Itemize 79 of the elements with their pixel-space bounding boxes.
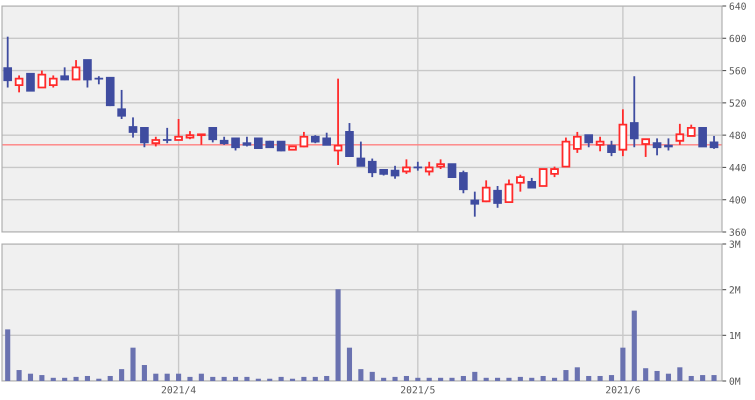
- bar: [392, 376, 398, 381]
- bar: [5, 329, 10, 381]
- bar: [324, 376, 330, 381]
- bar: [301, 376, 306, 381]
- bar: [358, 369, 364, 381]
- bar: [210, 376, 216, 381]
- y-tick-label: 1M: [730, 332, 740, 340]
- bar: [472, 372, 478, 381]
- bar: [438, 378, 444, 381]
- bar: [232, 376, 238, 381]
- bar: [16, 370, 22, 381]
- y-tick-label: 480: [729, 132, 746, 139]
- y-tick-label: 0M: [730, 378, 740, 385]
- bar: [711, 375, 717, 381]
- bar: [484, 378, 489, 381]
- bar: [677, 367, 682, 381]
- bar: [278, 376, 284, 381]
- bar: [119, 369, 124, 381]
- bar: [495, 378, 500, 381]
- bar: [654, 370, 660, 381]
- bar: [62, 378, 68, 381]
- bar: [84, 376, 90, 381]
- candlestick: [334, 78, 342, 166]
- bar: [608, 375, 614, 381]
- bar: [336, 289, 341, 381]
- bar: [574, 367, 580, 381]
- y-tick-label: 3M: [730, 240, 740, 248]
- bar: [39, 375, 44, 381]
- bar: [187, 376, 193, 381]
- bar: [529, 378, 534, 381]
- bar: [540, 376, 546, 381]
- bar: [130, 348, 136, 381]
- bar: [381, 378, 386, 381]
- bar: [28, 374, 34, 381]
- bar: [415, 378, 420, 381]
- bar: [620, 348, 626, 381]
- candlestick: [676, 122, 684, 146]
- bar: [552, 378, 558, 381]
- x-tick-label: 2021/6: [606, 386, 640, 394]
- bar: [222, 376, 227, 381]
- y-tick-label: 360: [730, 228, 746, 236]
- x-tick-label: 2021/5: [400, 386, 435, 394]
- bar: [700, 375, 706, 381]
- bar: [50, 378, 56, 381]
- x-tick-label: 2021/4: [162, 386, 196, 394]
- bar: [346, 348, 352, 381]
- bar: [370, 372, 375, 381]
- bar: [153, 374, 158, 381]
- bar: [176, 374, 182, 381]
- bar: [108, 376, 113, 381]
- bar: [244, 376, 250, 381]
- y-tick-label: 600: [730, 34, 746, 42]
- bar: [632, 310, 637, 381]
- bar: [404, 376, 409, 381]
- bar: [73, 376, 79, 381]
- bar: [518, 376, 523, 381]
- bar: [598, 376, 603, 381]
- candlestick: [618, 108, 628, 158]
- bar: [312, 376, 318, 381]
- bar: [426, 378, 432, 381]
- y-tick-label: 560: [730, 67, 746, 74]
- candlestick: [493, 185, 502, 209]
- y-tick-label: 440: [729, 164, 746, 172]
- bar: [449, 378, 455, 381]
- bar: [460, 376, 466, 381]
- bar: [164, 374, 170, 381]
- y-tick-label: 520: [730, 99, 746, 107]
- y-tick-label: 640: [730, 2, 746, 10]
- bar: [643, 368, 648, 381]
- bar: [142, 365, 147, 381]
- y-tick-label: 400: [729, 196, 746, 204]
- candlestick: [652, 137, 662, 156]
- bar: [506, 378, 512, 381]
- bar: [563, 370, 568, 381]
- bar: [586, 376, 592, 381]
- bar: [688, 376, 694, 381]
- bar: [666, 374, 672, 381]
- bar: [198, 374, 204, 381]
- y-tick-label: 2M: [730, 286, 740, 294]
